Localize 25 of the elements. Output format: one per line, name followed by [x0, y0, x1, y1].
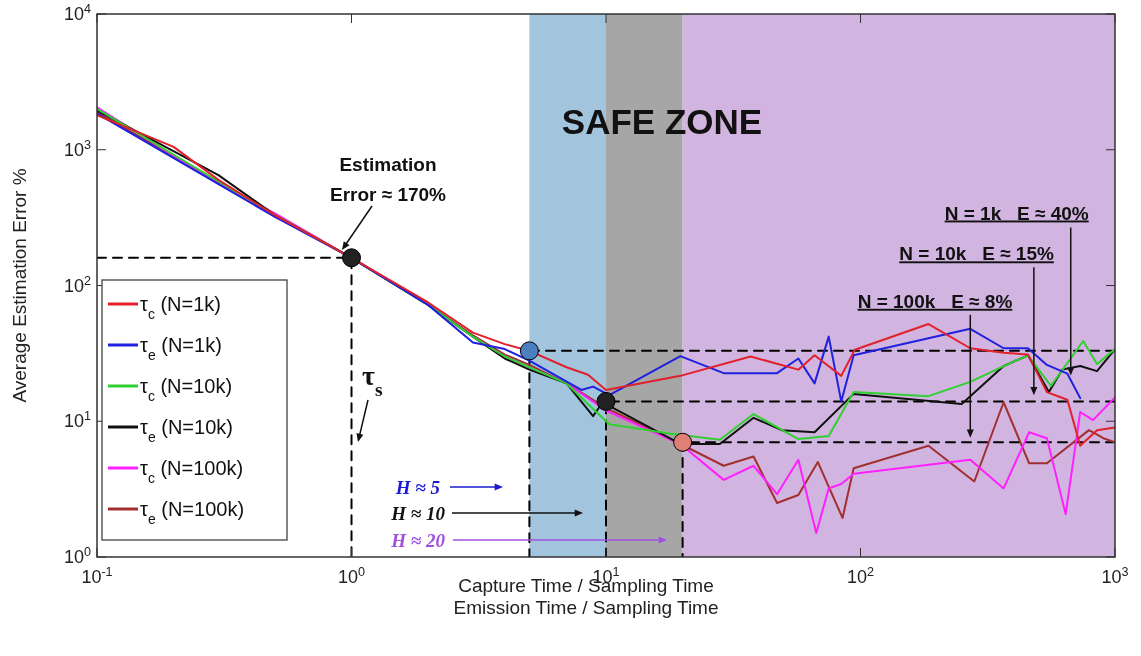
annotation: N = 1k E ≈ 40% [944, 202, 1089, 224]
annotation: SAFE ZONE [561, 102, 763, 141]
x-tick-label: 10$^{-1}$ [81, 565, 113, 587]
annotation: H ≈ 10 [390, 503, 446, 524]
legend-label: τ$_{e}$ (N=100k) [140, 498, 245, 527]
legend-label: τ$_{c}$ (N=100k) [140, 457, 244, 486]
y-tick-label: 10$^{3}$ [63, 137, 91, 160]
annotation: N = 10k E ≈ 15% [899, 243, 1054, 265]
legend-label: τ$_{e}$ (N=10k) [140, 416, 233, 445]
y-tick-label: 10$^{0}$ [63, 545, 91, 567]
x-tick-label: 10$^{2}$ [846, 565, 875, 587]
annotation: N = 100k E ≈ 8% [857, 290, 1013, 312]
annotation: H ≈ 5 [394, 477, 441, 498]
legend-label: τ$_{e}$ (N=1k) [140, 334, 222, 363]
annotation: H ≈ 20 [390, 530, 446, 551]
annotation: Estimation Error ≈ 170% [329, 154, 447, 205]
legend-label: τ$_{c}$ (N=10k) [140, 375, 233, 404]
y-tick-label: 10$^{4}$ [63, 2, 91, 24]
annotation: τ$_{s}$ [362, 360, 383, 400]
y-axis-title: Average Estimation Error % [9, 168, 30, 403]
y-tick-label: 10$^{1}$ [63, 409, 91, 432]
legend-label: τ$_{c}$ (N=1k) [140, 293, 222, 322]
x-tick-label: 10$^{3}$ [1101, 565, 1129, 587]
y-tick-label: 10$^{2}$ [63, 273, 91, 296]
x-tick-label: 10$^{0}$ [337, 565, 366, 587]
